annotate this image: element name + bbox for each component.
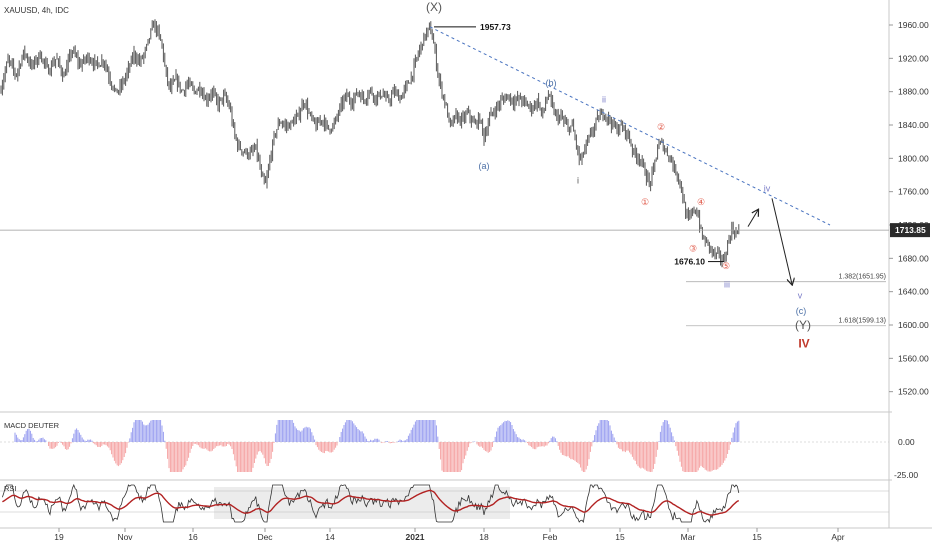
wave-label: (Y) (795, 318, 811, 332)
fib-level-label: 1.382(1651.95) (839, 274, 886, 281)
y-tick-label: 1760.00 (898, 187, 929, 197)
rsi-title: RSI (4, 484, 17, 493)
x-tick-label: Mar (681, 532, 696, 542)
y-tick-label: 1600.00 (898, 320, 929, 330)
y-tick-label: 1640.00 (898, 287, 929, 297)
wave-label: i (577, 175, 579, 185)
wave-label: (c) (796, 306, 807, 316)
y-tick-label: 1840.00 (898, 120, 929, 130)
drawing-overlays: 1957.73 1676.10 1.382(1651.95) 1.618(1599.1… (0, 22, 889, 327)
wave-label: ② (657, 122, 665, 132)
y-tick-label: 1880.00 (898, 87, 929, 97)
rsi-line (2, 483, 740, 524)
x-tick-label: Nov (117, 532, 133, 542)
wave-label: ① (641, 197, 649, 207)
rsi-signal-line (2, 489, 740, 516)
current-price-tag (890, 223, 930, 238)
high-marker-label: 1957.73 (480, 22, 511, 32)
trendline (429, 26, 831, 226)
price-candles (0, 19, 740, 268)
projection-arrow (771, 198, 792, 284)
x-tick-label: 15 (752, 532, 762, 542)
wave-label: (X) (426, 0, 442, 14)
wave-label: IV (798, 337, 809, 351)
x-tick-label: Dec (257, 532, 273, 542)
macd-low-label: -25.00 (894, 470, 918, 480)
wave-label: ④ (697, 197, 705, 207)
wave-label: (a) (479, 161, 490, 171)
fib-level-label: 1.618(1599.13) (839, 318, 886, 325)
current-price-label: 1713.85 (895, 225, 926, 235)
time-axis: 19 Nov 16 Dec 14 2021 18 Feb 15 Mar 15 Apr (54, 528, 845, 542)
wave-label: iv (764, 184, 771, 194)
wave-label: ⑤ (722, 261, 730, 271)
x-tick-label: 18 (479, 532, 489, 542)
wave-label: (b) (546, 78, 557, 88)
y-tick-label: 1960.00 (898, 20, 929, 30)
x-tick-label: 2021 (406, 532, 425, 542)
y-tick-label: 1520.00 (898, 387, 929, 397)
x-tick-label: 19 (54, 532, 64, 542)
y-tick-label: 1560.00 (898, 353, 929, 363)
projection-arrow (747, 210, 758, 227)
x-tick-label: 15 (615, 532, 625, 542)
low-marker-label: 1676.10 (674, 257, 705, 267)
symbol-label: XAUUSD, 4h, IDC (4, 6, 69, 15)
price-axis: 1960.00 1920.00 1880.00 1840.00 1800.00 1760.… (889, 20, 930, 397)
x-tick-label: Apr (831, 532, 844, 542)
y-tick-label: 1920.00 (898, 53, 929, 63)
rsi-shaded-zone (214, 487, 510, 519)
x-tick-label: 14 (325, 532, 335, 542)
wave-label: ii (602, 95, 606, 105)
x-tick-label: Feb (543, 532, 558, 542)
wave-label: iii (724, 280, 730, 290)
wave-label: v (798, 290, 803, 300)
rsi-panel (0, 483, 889, 524)
macd-panel: 0.00 -25.00 (0, 420, 918, 480)
macd-zero-label: 0.00 (898, 437, 915, 447)
x-tick-label: 16 (188, 532, 198, 542)
panel-borders (0, 0, 932, 529)
macd-title: MACD DEUTER (4, 421, 60, 430)
y-tick-label: 1680.00 (898, 253, 929, 263)
wave-label: ③ (689, 244, 697, 254)
y-tick-label: 1800.00 (898, 153, 929, 163)
